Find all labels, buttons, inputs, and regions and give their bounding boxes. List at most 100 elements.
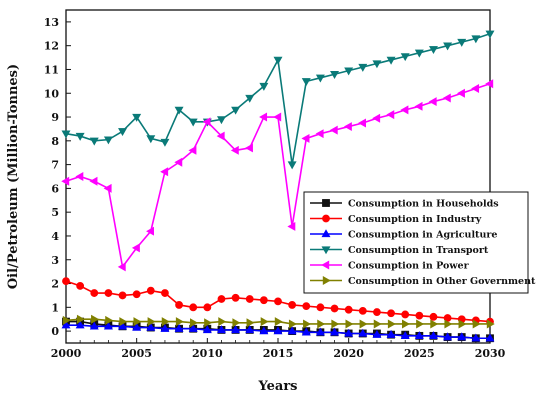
- data-point: [458, 319, 467, 329]
- data-point: [203, 303, 212, 312]
- legend-marker: [321, 229, 331, 238]
- data-point: [301, 78, 311, 87]
- data-point: [133, 317, 142, 327]
- legend-label: Consumption in Power: [348, 261, 470, 272]
- legend-label: Consumption in Other Government: [348, 276, 536, 287]
- data-point: [274, 297, 282, 306]
- data-point: [75, 132, 85, 141]
- data-point: [387, 319, 396, 329]
- y-tick-label: 12: [44, 40, 59, 53]
- data-point: [76, 314, 85, 324]
- data-point: [75, 172, 84, 181]
- x-tick-label: 2010: [192, 347, 223, 360]
- data-point: [287, 161, 297, 170]
- data-point: [90, 289, 99, 297]
- data-point: [118, 128, 128, 137]
- data-point: [190, 318, 198, 328]
- data-point: [430, 319, 439, 329]
- data-point: [62, 277, 70, 286]
- legend-label: Consumption in Industry: [348, 214, 482, 225]
- data-point: [471, 84, 480, 93]
- data-point: [161, 317, 170, 327]
- data-point: [259, 296, 268, 305]
- data-point: [189, 303, 198, 312]
- legend-item: Consumption in Transport: [310, 245, 489, 256]
- data-point: [288, 301, 297, 309]
- y-tick-label: 5: [51, 206, 59, 219]
- data-point: [416, 319, 425, 329]
- series-consumption-in-transport: [61, 30, 495, 170]
- x-tick-label: 2005: [121, 347, 152, 360]
- x-tick-label: 2030: [475, 347, 506, 360]
- data-point: [331, 319, 340, 329]
- data-point: [132, 322, 142, 331]
- data-point: [175, 317, 184, 327]
- data-point: [174, 323, 184, 332]
- x-tick-label: 2000: [51, 347, 82, 360]
- data-point: [76, 282, 85, 290]
- data-point: [244, 143, 253, 153]
- data-point: [359, 319, 368, 329]
- data-point: [401, 310, 410, 319]
- data-point: [259, 112, 268, 122]
- data-point: [75, 320, 85, 329]
- data-point: [443, 42, 453, 51]
- data-point: [428, 331, 438, 340]
- data-point: [147, 317, 156, 327]
- data-point: [246, 318, 255, 328]
- data-point: [400, 331, 410, 340]
- legend: Consumption in Households Consumption in …: [303, 191, 536, 294]
- data-point: [428, 97, 437, 107]
- data-point: [414, 101, 423, 111]
- data-point: [175, 301, 183, 309]
- data-point: [472, 319, 481, 329]
- data-point: [216, 131, 225, 141]
- data-point: [146, 135, 156, 144]
- y-tick-label: 10: [44, 87, 60, 100]
- data-point: [89, 137, 99, 146]
- data-point: [218, 317, 227, 327]
- data-point: [273, 112, 282, 122]
- data-point: [230, 145, 239, 155]
- legend-item: Consumption in Power: [310, 261, 470, 272]
- data-point: [174, 157, 183, 167]
- data-point: [344, 305, 353, 314]
- data-point: [344, 67, 354, 76]
- data-point: [442, 93, 451, 103]
- data-point: [202, 325, 212, 334]
- data-point: [274, 317, 283, 327]
- data-point: [317, 319, 326, 329]
- data-point: [372, 329, 382, 338]
- data-point: [457, 38, 467, 47]
- y-tick-label: 3: [51, 254, 59, 267]
- data-point: [89, 176, 98, 186]
- data-point: [161, 289, 169, 297]
- data-point: [245, 94, 255, 103]
- data-point: [485, 79, 494, 89]
- data-point: [358, 306, 367, 315]
- x-tick-label: 2015: [263, 347, 294, 360]
- data-point: [414, 331, 424, 340]
- y-tick-label: 13: [44, 16, 59, 29]
- legend-box: [303, 191, 529, 294]
- legend-item: Consumption in Agriculture: [310, 229, 497, 241]
- data-point: [160, 138, 170, 147]
- y-tick-label: 7: [51, 159, 59, 172]
- data-point: [132, 113, 142, 122]
- data-point: [330, 71, 340, 79]
- data-point: [273, 326, 283, 335]
- data-point: [471, 333, 481, 342]
- data-point: [132, 290, 141, 299]
- data-point: [174, 106, 184, 115]
- data-point: [118, 321, 128, 330]
- legend-marker: [321, 246, 331, 255]
- data-point: [146, 322, 156, 331]
- data-point: [259, 326, 269, 335]
- legend-label: Consumption in Agriculture: [348, 230, 497, 241]
- data-point: [330, 304, 339, 313]
- data-point: [330, 327, 340, 336]
- data-point: [387, 309, 395, 318]
- data-point: [486, 319, 495, 329]
- data-point: [402, 319, 410, 329]
